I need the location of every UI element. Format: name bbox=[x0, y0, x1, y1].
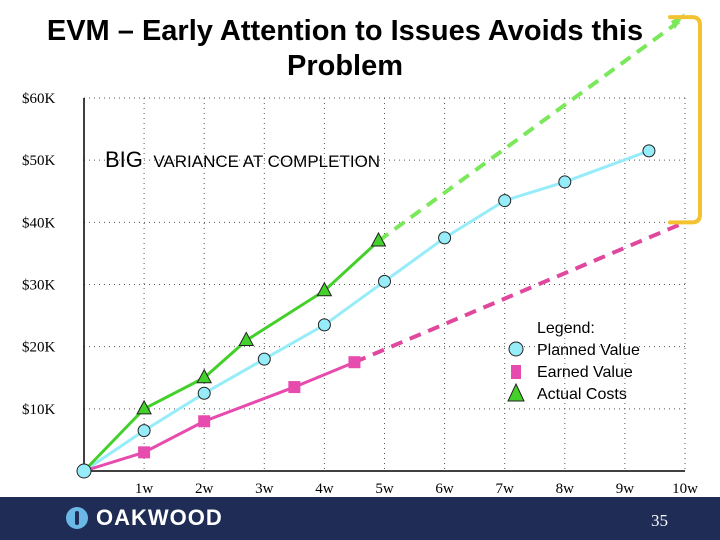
legend: Legend: Planned Value Earned Value Actual C… bbox=[507, 320, 640, 403]
annotation-big-word: BIG bbox=[105, 147, 143, 172]
tick-labels: $10K $20K $30K $40K $50K $60K 1w 2w 3w 4w 5w 6w 7w 8w… bbox=[22, 91, 698, 497]
grid bbox=[84, 97, 686, 471]
legend-marker-actual-costs bbox=[507, 382, 525, 402]
axes bbox=[83, 98, 685, 472]
footer-bar: OAKWOOD 35 bbox=[0, 497, 720, 540]
y-tick-label: $20K bbox=[22, 340, 56, 356]
point-planned-value bbox=[498, 194, 512, 208]
point-planned-value bbox=[438, 231, 452, 245]
oakwood-logo-icon bbox=[66, 507, 88, 529]
point-actual-costs bbox=[238, 331, 255, 346]
x-tick-label: 6w bbox=[435, 481, 454, 497]
point-planned-value bbox=[558, 175, 572, 189]
point-earned-value bbox=[288, 381, 301, 394]
legend-marker-planned-value bbox=[508, 341, 524, 357]
point-planned-value bbox=[378, 274, 391, 288]
x-tick-label: 8w bbox=[556, 481, 575, 497]
x-tick-label: 10w bbox=[672, 481, 698, 497]
point-actual-costs bbox=[316, 281, 333, 297]
point-planned-value bbox=[257, 352, 271, 366]
point-actual-costs bbox=[196, 368, 213, 384]
point-planned-value bbox=[197, 386, 211, 400]
y-tick-label: $50K bbox=[22, 153, 56, 169]
annotation-rest-words: VARIANCE AT COMPLETION bbox=[153, 152, 380, 171]
x-tick-label: 5w bbox=[375, 481, 394, 497]
page-number: 35 bbox=[651, 511, 668, 530]
x-tick-label: 4w bbox=[315, 481, 334, 497]
projection-lines bbox=[353, 13, 687, 365]
point-earned-value bbox=[138, 446, 151, 459]
y-tick-label: $10K bbox=[22, 402, 56, 418]
big-variance-annotation: BIG VARIANCE AT COMPLETION bbox=[105, 147, 380, 172]
point-planned-value bbox=[76, 463, 92, 479]
variance-bracket bbox=[668, 15, 702, 225]
point-actual-costs bbox=[370, 231, 387, 247]
point-planned-value bbox=[642, 144, 656, 158]
x-tick-label: 1w bbox=[135, 481, 154, 497]
y-tick-label: $40K bbox=[22, 215, 56, 231]
projection-actual-costs bbox=[377, 15, 687, 243]
line-planned-value bbox=[83, 149, 650, 473]
legend-label: Planned Value bbox=[537, 342, 640, 359]
point-earned-value bbox=[348, 356, 361, 369]
point-planned-value bbox=[137, 424, 151, 438]
slide-title: EVM – Early Attention to Issues Avoids t… bbox=[46, 15, 644, 82]
x-tick-label: 9w bbox=[616, 481, 635, 497]
point-planned-value bbox=[317, 318, 331, 332]
x-tick-label: 7w bbox=[496, 481, 515, 497]
point-actual-costs bbox=[136, 399, 152, 415]
line-earned-value bbox=[83, 360, 356, 473]
x-tick-label: 3w bbox=[255, 481, 274, 497]
x-tick-label: 2w bbox=[195, 481, 214, 497]
legend-label: Actual Costs bbox=[537, 386, 627, 403]
legend-label: Earned Value bbox=[537, 364, 633, 381]
logo-text: OAKWOOD bbox=[96, 505, 223, 530]
legend-title: Legend: bbox=[537, 320, 595, 337]
variance-bracket-path bbox=[668, 15, 702, 225]
series-markers bbox=[76, 144, 656, 479]
legend-marker-earned-value bbox=[511, 365, 521, 379]
y-tick-label: $30K bbox=[22, 278, 56, 294]
y-tick-label: $60K bbox=[22, 91, 56, 107]
line-actual-costs bbox=[82, 239, 380, 473]
oakwood-logo: OAKWOOD bbox=[66, 505, 223, 531]
point-earned-value bbox=[198, 415, 211, 428]
chart: $10K $20K $30K $40K $50K $60K 1w 2w 3w 4w 5w 6w 7w 8w… bbox=[22, 13, 702, 497]
series-lines bbox=[82, 149, 650, 473]
